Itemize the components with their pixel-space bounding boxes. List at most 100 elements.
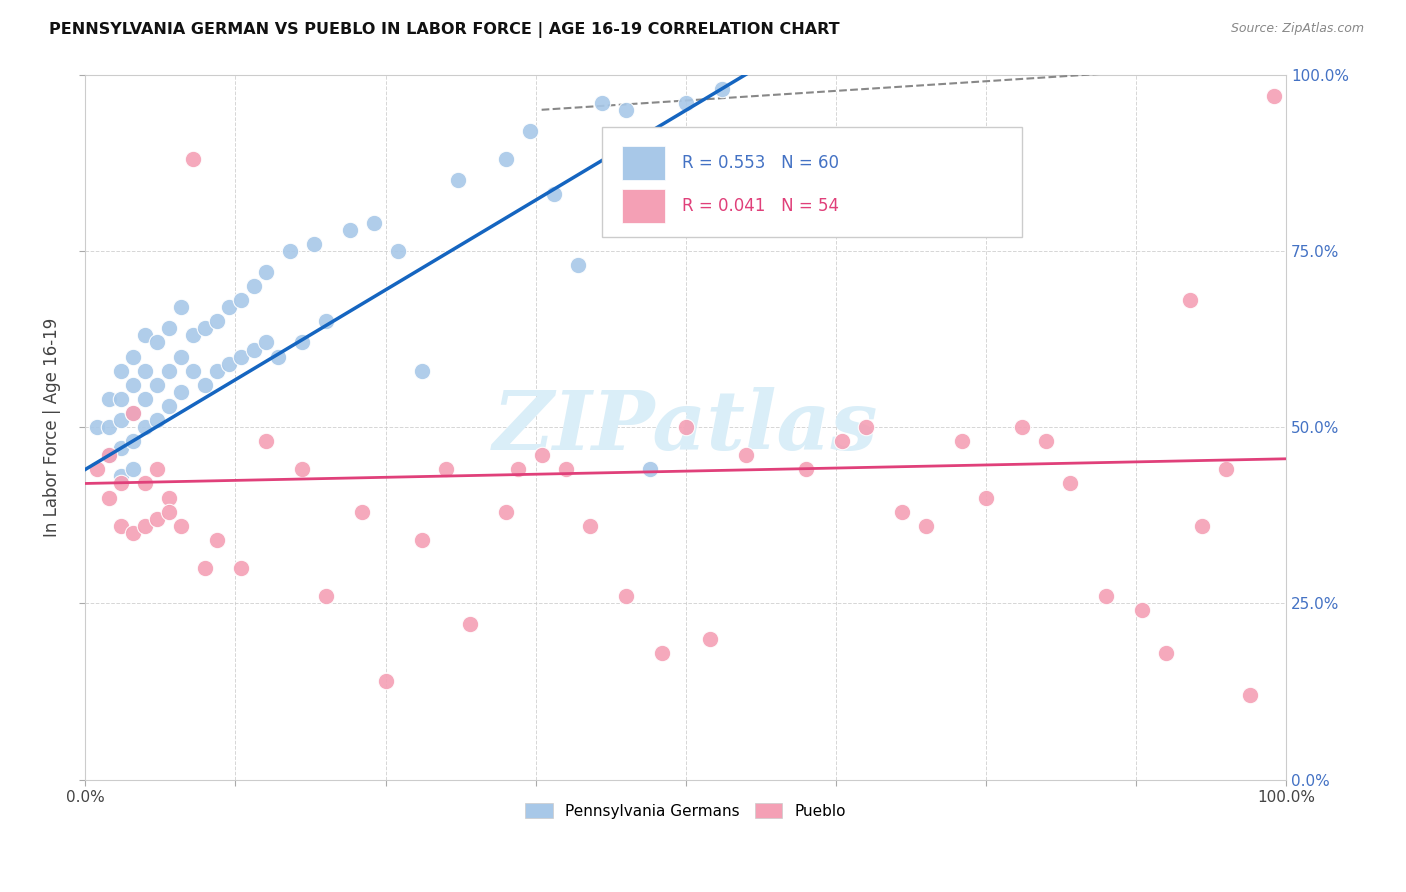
Text: R = 0.041   N = 54: R = 0.041 N = 54 [682, 196, 839, 215]
Point [387, 244, 409, 258]
Point [855, 420, 877, 434]
Point [207, 533, 229, 547]
Point [122, 377, 145, 392]
Point [363, 216, 385, 230]
Point [194, 321, 217, 335]
Point [146, 377, 169, 392]
Point [218, 357, 240, 371]
Point [183, 364, 205, 378]
Point [350, 505, 373, 519]
Point [170, 300, 193, 314]
Text: R = 0.553   N = 60: R = 0.553 N = 60 [682, 154, 839, 172]
Point [170, 350, 193, 364]
Point [110, 413, 132, 427]
Point [98, 392, 121, 406]
Point [1191, 518, 1213, 533]
Point [110, 364, 132, 378]
Point [519, 124, 541, 138]
Point [207, 314, 229, 328]
Point [98, 448, 121, 462]
Point [614, 103, 637, 117]
Point [134, 476, 156, 491]
Point [278, 244, 301, 258]
Point [1011, 420, 1033, 434]
Point [434, 462, 457, 476]
Point [110, 476, 132, 491]
Point [446, 173, 468, 187]
Point [159, 364, 181, 378]
Y-axis label: In Labor Force | Age 16-19: In Labor Force | Age 16-19 [44, 318, 60, 537]
Point [194, 561, 217, 575]
Point [122, 462, 145, 476]
FancyBboxPatch shape [602, 128, 1022, 236]
Point [411, 364, 433, 378]
Point [86, 462, 108, 476]
Point [134, 328, 156, 343]
Point [242, 343, 264, 357]
Point [98, 448, 121, 462]
Point [554, 462, 576, 476]
Point [495, 152, 517, 166]
Point [315, 314, 337, 328]
Point [134, 420, 156, 434]
Point [458, 617, 481, 632]
Point [1263, 88, 1285, 103]
Point [530, 448, 553, 462]
Point [159, 491, 181, 505]
Point [614, 589, 637, 603]
Point [914, 518, 936, 533]
Point [1130, 603, 1153, 617]
Point [242, 279, 264, 293]
Point [699, 632, 721, 646]
Point [638, 462, 661, 476]
Point [134, 518, 156, 533]
Point [110, 518, 132, 533]
Point [231, 561, 253, 575]
Text: ZIPatlas: ZIPatlas [494, 387, 879, 467]
Point [254, 335, 277, 350]
Point [146, 512, 169, 526]
Point [495, 505, 517, 519]
Point [122, 406, 145, 420]
Point [86, 420, 108, 434]
Point [374, 673, 396, 688]
Point [675, 420, 697, 434]
Point [231, 293, 253, 307]
Point [146, 462, 169, 476]
Text: Source: ZipAtlas.com: Source: ZipAtlas.com [1230, 22, 1364, 36]
Point [110, 469, 132, 483]
Point [543, 187, 565, 202]
Point [974, 491, 997, 505]
Point [122, 525, 145, 540]
Point [183, 328, 205, 343]
Point [290, 462, 312, 476]
Point [146, 335, 169, 350]
Point [734, 448, 756, 462]
Point [110, 392, 132, 406]
Bar [621, 189, 665, 223]
Text: PENNSYLVANIA GERMAN VS PUEBLO IN LABOR FORCE | AGE 16-19 CORRELATION CHART: PENNSYLVANIA GERMAN VS PUEBLO IN LABOR F… [49, 22, 839, 38]
Point [339, 222, 361, 236]
Point [578, 518, 600, 533]
Point [122, 406, 145, 420]
Point [710, 81, 733, 95]
Point [675, 95, 697, 110]
Point [254, 434, 277, 449]
Point [159, 399, 181, 413]
Point [134, 392, 156, 406]
Point [651, 646, 673, 660]
Legend: Pennsylvania Germans, Pueblo: Pennsylvania Germans, Pueblo [519, 797, 852, 825]
Point [315, 589, 337, 603]
Point [170, 518, 193, 533]
Point [170, 384, 193, 399]
Point [159, 505, 181, 519]
Point [254, 265, 277, 279]
Bar [621, 146, 665, 180]
Point [1059, 476, 1081, 491]
Point [98, 491, 121, 505]
Point [890, 505, 912, 519]
Point [1035, 434, 1057, 449]
Point [183, 152, 205, 166]
Point [506, 462, 529, 476]
Point [411, 533, 433, 547]
